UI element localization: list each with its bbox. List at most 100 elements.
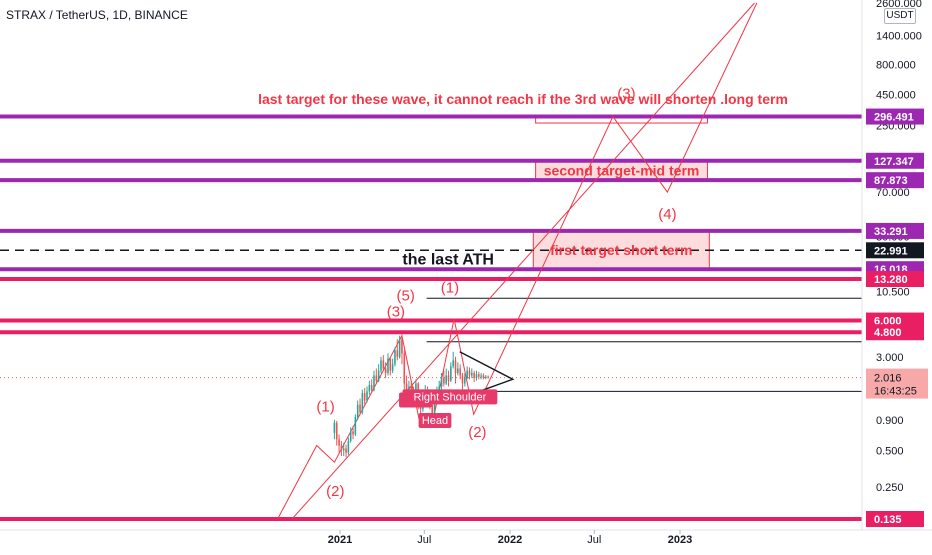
target-label: first target short term (550, 242, 692, 258)
candle-body (445, 375, 447, 384)
time-tick-label: 2022 (498, 534, 522, 546)
candle-body (333, 422, 336, 433)
candle-body (345, 448, 347, 453)
wave-label: (5) (396, 288, 414, 305)
current-price-label: 2.016 (874, 373, 902, 385)
candle-body (452, 360, 454, 367)
candle-body (354, 416, 357, 435)
candle-body (438, 386, 441, 390)
wave-label: (2) (468, 424, 486, 441)
candle-body (352, 431, 354, 435)
ath-level-badge-bg (866, 242, 924, 259)
price-tick-label: 10.500 (876, 286, 910, 298)
level-badge: 13.280 (874, 274, 908, 286)
symbol-title: STRAX / TetherUS, 1D, BINANCE (6, 8, 188, 22)
wave-label: (1) (316, 399, 334, 416)
candle-body (363, 393, 366, 401)
bar-countdown-label: 16:43:25 (874, 386, 917, 398)
level-badge-bg (866, 324, 924, 341)
level-badge-bg (866, 108, 924, 125)
candle-body (384, 368, 387, 374)
wave-label: (3) (617, 85, 635, 102)
candle-body (389, 358, 392, 371)
candle-body (361, 393, 364, 412)
candle-body (471, 373, 473, 376)
level-badge: 4.800 (874, 327, 902, 339)
wave-label: (3) (387, 303, 405, 320)
candle-body (380, 360, 382, 371)
candle-body (375, 375, 378, 381)
candle-body (398, 339, 401, 357)
candle-body (387, 358, 389, 374)
pattern-label-bg (402, 389, 498, 405)
price-tick-label: 0.500 (876, 446, 904, 458)
candle-body (475, 374, 478, 379)
candle-body (480, 375, 482, 377)
time-tick-label: 2023 (668, 534, 692, 546)
candle-body (347, 440, 350, 453)
ath-level-badge: 22.991 (874, 245, 908, 257)
time-tick-label: Jul (587, 534, 601, 546)
candle-body (433, 400, 436, 415)
currency-badge[interactable]: USDT (884, 8, 916, 24)
candle-body (410, 386, 413, 390)
pattern-label-text: Head (422, 415, 448, 427)
time-tick-label: Jul (417, 534, 431, 546)
wave-path-projection (432, 2, 758, 420)
time-tick-label: 2021 (328, 534, 352, 546)
candle-body (466, 370, 468, 379)
target-label: last target for these wave, it cannot re… (258, 91, 788, 107)
candle-body (335, 422, 338, 440)
pattern-label-bg (418, 412, 452, 428)
level-badge-bg (866, 511, 924, 527)
candle-body (482, 375, 485, 379)
candle-body (405, 383, 408, 394)
candle-body (370, 384, 373, 390)
level-badge: 296.491 (874, 112, 914, 124)
price-tick-label: 0.250 (876, 482, 904, 494)
candle-body (403, 353, 406, 384)
candle-body (461, 375, 464, 384)
candle-body (349, 431, 352, 441)
candle-body (443, 378, 445, 384)
candle-body (394, 350, 396, 365)
candle-body (377, 370, 380, 381)
candle-body (457, 368, 459, 374)
candle-body (450, 366, 452, 381)
pattern-label: Right Shoulder (402, 389, 498, 405)
candle-body (477, 374, 480, 377)
price-tick-label: 2600.000 (876, 0, 922, 10)
wave-label: (1) (441, 279, 459, 296)
level-badge-bg (866, 152, 924, 169)
candle-body (464, 378, 466, 384)
candle-body (366, 391, 368, 401)
level-badge: 33.291 (874, 226, 908, 238)
candle-body (468, 370, 471, 376)
level-badge: 127.347 (874, 156, 914, 168)
candle-body (382, 360, 385, 369)
candle-body (440, 378, 443, 387)
candle-body (454, 360, 457, 374)
candle-body (401, 339, 403, 354)
candle-body (356, 404, 359, 417)
price-tick-label: 3.000 (876, 352, 904, 364)
candle-body (338, 439, 340, 446)
pattern-label-text: Right Shoulder (414, 391, 487, 403)
candle-body (459, 368, 461, 376)
wave-label: (2) (326, 483, 344, 500)
wave-label: (4) (658, 206, 676, 223)
candle-body (368, 384, 371, 392)
target-label: second target-mid term (544, 162, 700, 178)
ath-label: the last ATH (402, 252, 494, 269)
candle-body (342, 448, 345, 451)
price-tick-label: 450.000 (876, 90, 916, 102)
level-badge-bg (866, 270, 924, 287)
candle-body (487, 376, 489, 378)
candle-body (373, 375, 375, 390)
level-badge: 87.873 (874, 175, 908, 187)
price-tick-label: 800.000 (876, 60, 916, 72)
candle-body (473, 373, 475, 379)
